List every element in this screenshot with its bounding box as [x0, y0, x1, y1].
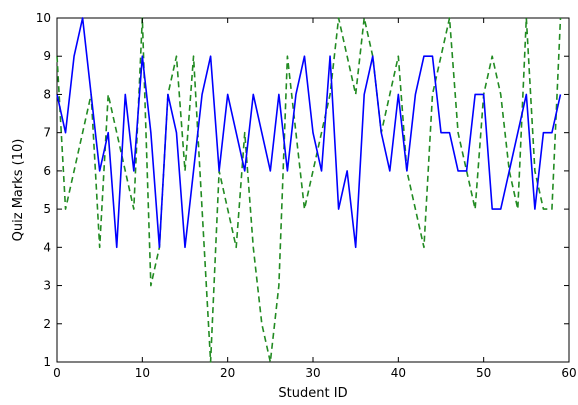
y-tick-label: 1	[43, 355, 51, 369]
y-tick-label: 5	[43, 202, 51, 216]
y-tick-label: 9	[43, 49, 51, 63]
series-line-dashed	[56, 17, 562, 363]
x-tick-label: 60	[561, 366, 576, 380]
x-axis-title: Student ID	[278, 386, 347, 401]
x-tick-label: 10	[135, 366, 150, 380]
x-tick-label: 0	[53, 366, 61, 380]
y-tick-label: 7	[43, 126, 51, 140]
y-tick-label: 6	[43, 164, 51, 178]
y-axis-title: Quiz Marks (10)	[11, 139, 26, 242]
axis-ticks	[56, 17, 570, 363]
series-lines	[56, 17, 562, 363]
y-tick-label: 8	[43, 87, 51, 101]
y-tick-label: 3	[43, 279, 51, 293]
x-tick-label: 40	[391, 366, 406, 380]
plot-frame	[56, 17, 570, 363]
axis-tick-labels: 0 10 20 30 40 50 60 1 2 3 4 5 6 7 8 9 10	[36, 11, 577, 380]
y-tick-label: 4	[43, 240, 51, 254]
series-line-solid	[56, 17, 562, 249]
y-tick-label: 2	[43, 317, 51, 331]
y-tick-label: 10	[36, 11, 51, 25]
x-tick-label: 30	[305, 366, 320, 380]
x-tick-label: 50	[476, 366, 491, 380]
x-tick-label: 20	[220, 366, 235, 380]
